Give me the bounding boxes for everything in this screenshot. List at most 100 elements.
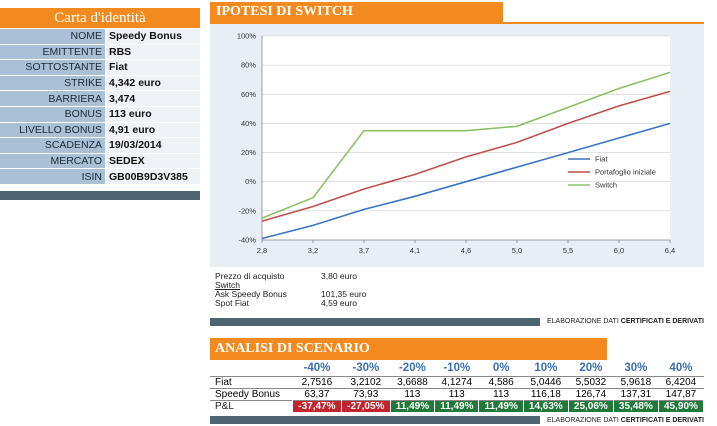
scenario-row-label: P&L <box>210 400 293 412</box>
credit-bold: CERTIFICATI E DERIVATI <box>620 318 704 325</box>
scenario-cell: 147,87 <box>658 388 704 401</box>
scenario-cell: 11,49% <box>390 400 436 412</box>
card-row-value: 19/03/2014 <box>105 137 200 154</box>
scenario-row: Fiat 2,7516 3,2102 3,6688 4,1274 4,586 5,0446 5… <box>210 376 704 389</box>
scenario-cell: 113 <box>434 388 479 401</box>
card-row-value: GB00B9D3V385 <box>105 168 200 185</box>
info-value: 4,59 euro <box>321 298 357 308</box>
info-label: Spot Fiat <box>215 298 250 308</box>
credit-bold: CERTIFICATI E DERIVATI <box>620 417 704 424</box>
scenario-row-label: Speedy Bonus <box>210 388 293 401</box>
card-row: SCADENZA 19/03/2014 <box>0 137 200 154</box>
y-tick-label: -40% <box>238 236 256 245</box>
y-tick-label: 40% <box>241 119 256 128</box>
credit-prefix: ELABORAZIONE DATI <box>546 417 619 424</box>
scenario-header: 40% <box>669 361 693 374</box>
series-line-fiat <box>261 122 671 240</box>
card-row: BARRIERA 3,474 <box>0 90 200 107</box>
card-row: MERCATO SEDEX <box>0 153 200 170</box>
legend-label: Switch <box>595 181 617 190</box>
scenario-cell: 3,2102 <box>341 376 391 389</box>
switch-credit: ELABORAZIONE DATI CERTIFICATI E DERIVATI <box>540 317 704 327</box>
card-row-label: BONUS <box>0 106 106 123</box>
card-row-value: Fiat <box>105 59 200 76</box>
info-value: 3,80 euro <box>321 271 357 281</box>
scenario-cell: 5,5032 <box>568 376 614 389</box>
credit-prefix: ELABORAZIONE DATI <box>546 318 619 325</box>
scenario-cell: 5,9618 <box>613 376 659 389</box>
scenario-header: -30% <box>352 361 380 374</box>
scenario-cell: 73,93 <box>341 388 391 401</box>
scenario-cell: 45,90% <box>658 400 705 412</box>
card-row-value: SEDEX <box>105 153 200 170</box>
card-row-value: 4,342 euro <box>105 75 200 92</box>
scenario-cell: 14,63% <box>523 400 569 412</box>
scenario-header: 30% <box>624 361 648 374</box>
scenario-credit: ELABORAZIONE DATI CERTIFICATI E DERIVATI <box>540 416 704 426</box>
card-row-label: SCADENZA <box>0 137 106 154</box>
scenario-header: -40% <box>303 361 331 374</box>
scenario-cell: 126,74 <box>568 388 614 401</box>
scenario-header: -20% <box>398 361 426 374</box>
y-tick-label: 60% <box>241 90 256 99</box>
y-tick-label: 20% <box>241 148 256 157</box>
info-row: Ask Speedy Bonus 101,35 euro <box>215 290 415 299</box>
switch-title: IPOTESI DI SWITCH <box>210 2 503 22</box>
x-tick-label: 3,7 <box>359 246 369 255</box>
scenario-cell: 137,31 <box>613 388 659 401</box>
card-row-value: 3,474 <box>105 90 200 107</box>
card-row-label: ISIN <box>0 168 106 185</box>
scenario-cell: 113 <box>390 388 435 401</box>
card-row: SOTTOSTANTE Fiat <box>0 59 200 76</box>
card-row-label: NOME <box>0 29 106 45</box>
header-spacer <box>210 360 293 377</box>
card-row: ISIN GB00B9D3V385 <box>0 168 200 185</box>
info-label: Prezzo di acquisto <box>215 271 285 281</box>
legend-label: Portafoglio iniziale <box>595 168 656 177</box>
series-line-switch <box>261 71 671 219</box>
switch-footer-bar <box>210 318 704 326</box>
scenario-cell: 3,6688 <box>390 376 435 389</box>
scenario-title: ANALISI DI SCENARIO <box>210 338 607 360</box>
x-tick-label: 2,8 <box>257 246 267 255</box>
card-row: LIVELLO BONUS 4,91 euro <box>0 122 200 139</box>
info-label: Switch <box>215 280 241 290</box>
plot-area <box>262 36 670 240</box>
x-tick-label: 5,0 <box>512 246 522 255</box>
identity-card-table: NOME Speedy Bonus EMITTENTE RBS SOTTOSTANTE F… <box>0 29 200 185</box>
x-tick-label: 4,6 <box>461 246 471 255</box>
x-tick-label: 6,0 <box>614 246 624 255</box>
info-value: 101,35 euro <box>321 289 367 299</box>
scenario-row-label: Fiat <box>210 376 293 389</box>
scenario-cell: 6,4204 <box>658 376 704 389</box>
scenario-header: 10% <box>534 361 558 374</box>
x-tick-label: 6,4 <box>665 246 675 255</box>
y-tick-label: -20% <box>238 206 256 215</box>
info-row: Switch <box>215 281 415 290</box>
scenario-cell: 4,586 <box>478 376 524 389</box>
scenario-cell: 116,18 <box>523 388 569 401</box>
series-line-portafoglio-iniziale <box>261 90 671 222</box>
card-row: STRIKE 4,342 euro <box>0 75 200 92</box>
card-row-value: 4,91 euro <box>105 122 200 139</box>
scenario-header: -10% <box>443 361 471 374</box>
x-tick-label: 5,5 <box>563 246 573 255</box>
card-row: EMITTENTE RBS <box>0 44 200 61</box>
scenario-cell: -27,05% <box>341 400 391 412</box>
scenario-table: -40% -30% -20% -10% 0% 10% 20% 30% 40% Fiat 2,7516… <box>210 360 705 412</box>
scenario-cell: 25,06% <box>568 400 614 412</box>
info-label: Ask Speedy Bonus <box>215 289 287 299</box>
scenario-cell: 63,37 <box>292 388 342 401</box>
scenario-cell: 4,1274 <box>434 376 479 389</box>
y-tick-label: 0% <box>245 177 256 186</box>
y-tick-label: 80% <box>241 61 256 70</box>
scenario-row: P&L -37,47% -27,05% 11,49% 11,49% 11,49% 14,63… <box>210 400 705 412</box>
scenario-row: Speedy Bonus 63,37 73,93 113 113 113 116,18 126… <box>210 388 704 401</box>
legend-label: Fiat <box>595 155 608 164</box>
info-row: Prezzo di acquisto 3,80 euro <box>215 272 415 281</box>
info-row: Spot Fiat 4,59 euro <box>215 299 415 308</box>
card-row-label: BARRIERA <box>0 90 106 107</box>
scenario-header: 0% <box>492 361 510 374</box>
card-footer-bar <box>0 191 200 200</box>
switch-header-underline <box>210 22 704 24</box>
